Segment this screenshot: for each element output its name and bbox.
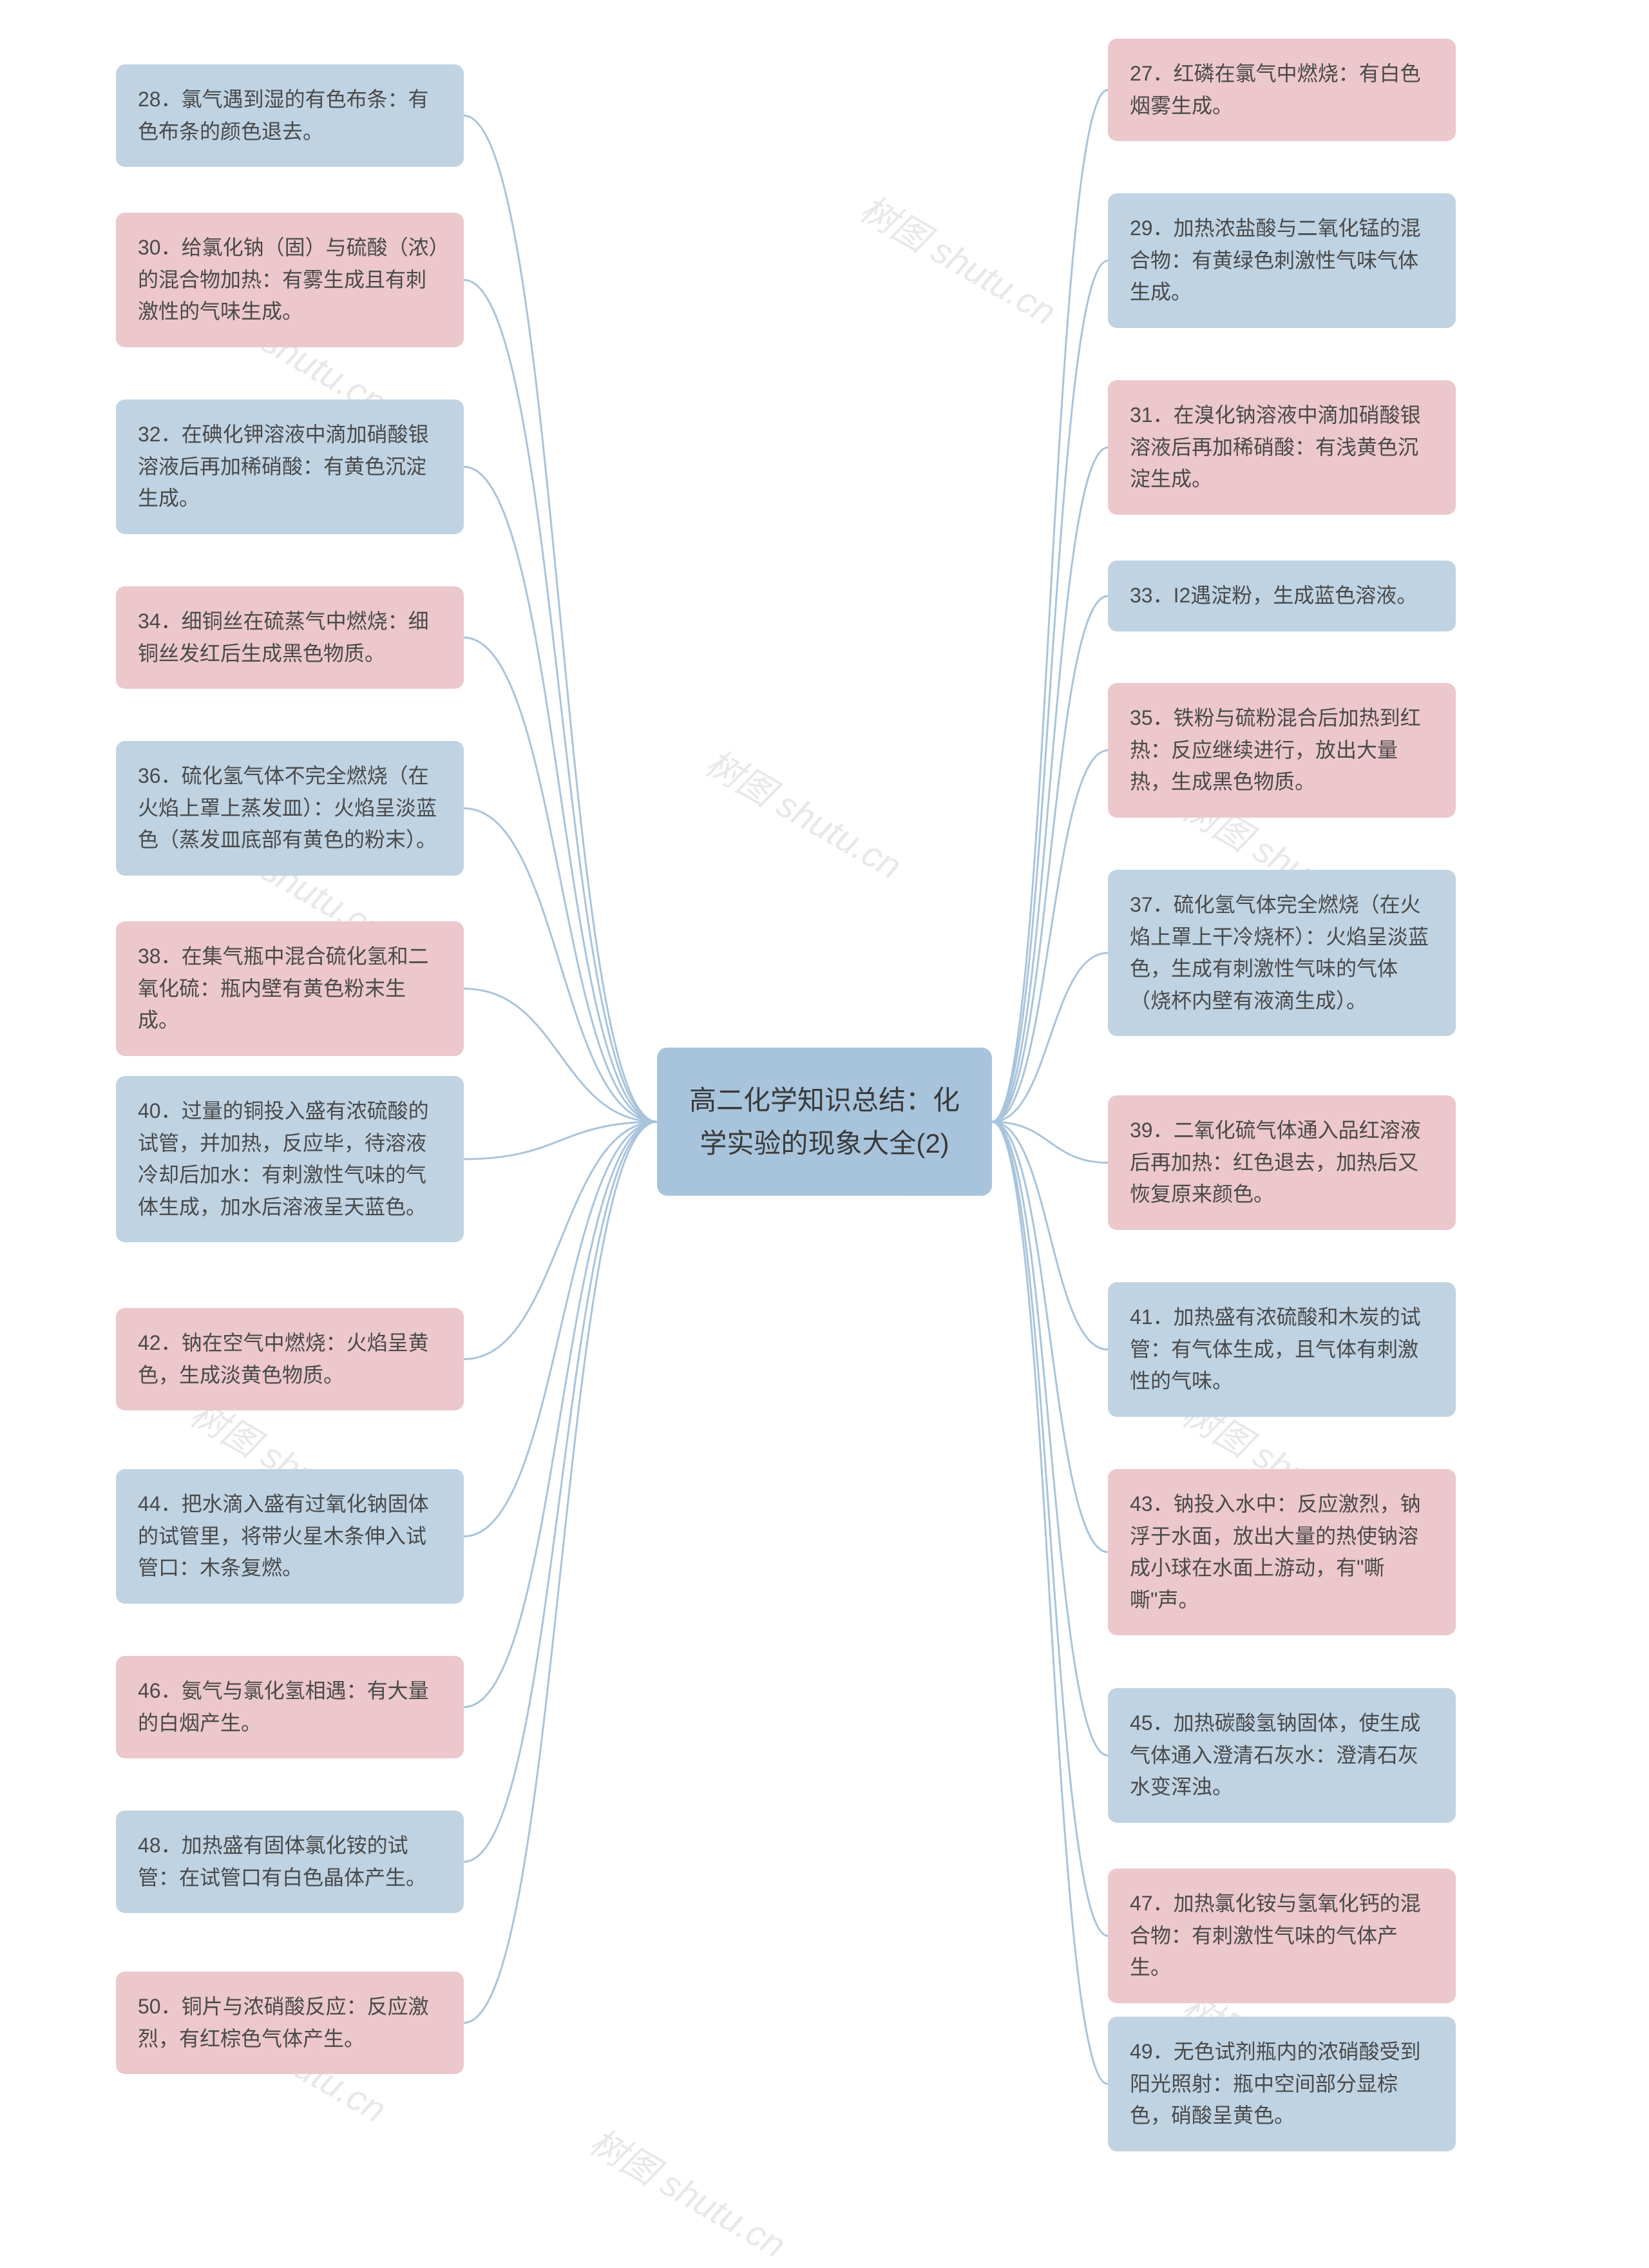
branch-node-n37: 37．硫化氢气体完全燃烧（在火焰上罩上干冷烧杯）：火焰呈淡蓝色，生成有刺激性气味…: [1108, 870, 1456, 1036]
branch-node-n40: 40．过量的铜投入盛有浓硫酸的试管，并加热，反应毕，待溶液冷却后加水：有刺激性气…: [116, 1076, 464, 1242]
branch-node-n33: 33．I2遇淀粉，生成蓝色溶液。: [1108, 561, 1456, 631]
branch-node-n49: 49．无色试剂瓶内的浓硝酸受到阳光照射：瓶中空间部分显棕色，硝酸呈黄色。: [1108, 2017, 1456, 2151]
center-text: 高二化学知识总结：化学实验的现象大全(2): [689, 1085, 960, 1158]
branch-node-n35: 35．铁粉与硫粉混合后加热到红热：反应继续进行，放出大量热，生成黑色物质。: [1108, 683, 1456, 818]
branch-node-n46: 46．氨气与氯化氢相遇：有大量的白烟产生。: [116, 1656, 464, 1758]
mindmap-container: 高二化学知识总结：化学实验的现象大全(2) 树图 shutu.cn树图 shut…: [0, 0, 1649, 2244]
center-node: 高二化学知识总结：化学实验的现象大全(2): [657, 1048, 992, 1196]
branch-node-n36: 36．硫化氢气体不完全燃烧（在火焰上罩上蒸发皿）：火焰呈淡蓝色（蒸发皿底部有黄色…: [116, 741, 464, 876]
branch-node-n27: 27．红磷在氯气中燃烧：有白色烟雾生成。: [1108, 39, 1456, 141]
branch-node-n29: 29．加热浓盐酸与二氧化锰的混合物：有黄绿色刺激性气味气体生成。: [1108, 193, 1456, 328]
branch-node-n38: 38．在集气瓶中混合硫化氢和二氧化硫：瓶内壁有黄色粉末生成。: [116, 921, 464, 1056]
branch-node-n39: 39．二氧化硫气体通入品红溶液后再加热：红色退去，加热后又恢复原来颜色。: [1108, 1095, 1456, 1230]
branch-node-n32: 32．在碘化钾溶液中滴加硝酸银溶液后再加稀硝酸：有黄色沉淀生成。: [116, 399, 464, 534]
branch-node-n48: 48．加热盛有固体氯化铵的试管：在试管口有白色晶体产生。: [116, 1811, 464, 1913]
branch-node-n43: 43．钠投入水中：反应激烈，钠浮于水面，放出大量的热使钠溶成小球在水面上游动，有…: [1108, 1469, 1456, 1635]
branch-node-n34: 34．细铜丝在硫蒸气中燃烧：细铜丝发红后生成黑色物质。: [116, 586, 464, 689]
branch-node-n44: 44．把水滴入盛有过氧化钠固体的试管里，将带火星木条伸入试管口：木条复燃。: [116, 1469, 464, 1604]
branch-node-n45: 45．加热碳酸氢钠固体，使生成气体通入澄清石灰水：澄清石灰水变浑浊。: [1108, 1688, 1456, 1823]
branch-node-n30: 30．给氯化钠（固）与硫酸（浓）的混合物加热：有雾生成且有刺激性的气味生成。: [116, 213, 464, 347]
branch-node-n42: 42．钠在空气中燃烧：火焰呈黄色，生成淡黄色物质。: [116, 1308, 464, 1410]
branch-node-n31: 31．在溴化钠溶液中滴加硝酸银溶液后再加稀硝酸：有浅黄色沉淀生成。: [1108, 380, 1456, 515]
branch-node-n41: 41．加热盛有浓硫酸和木炭的试管：有气体生成，且气体有刺激性的气味。: [1108, 1282, 1456, 1417]
branch-node-n47: 47．加热氯化铵与氢氧化钙的混合物：有刺激性气味的气体产生。: [1108, 1869, 1456, 2003]
branch-node-n28: 28．氯气遇到湿的有色布条：有色布条的颜色退去。: [116, 64, 464, 167]
branch-node-n50: 50．铜片与浓硝酸反应：反应激烈，有红棕色气体产生。: [116, 1972, 464, 2074]
